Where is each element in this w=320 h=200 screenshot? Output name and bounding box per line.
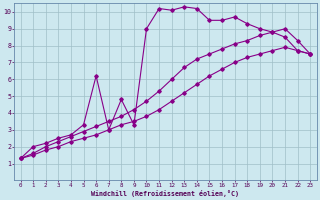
X-axis label: Windchill (Refroidissement éolien,°C): Windchill (Refroidissement éolien,°C) xyxy=(92,190,239,197)
